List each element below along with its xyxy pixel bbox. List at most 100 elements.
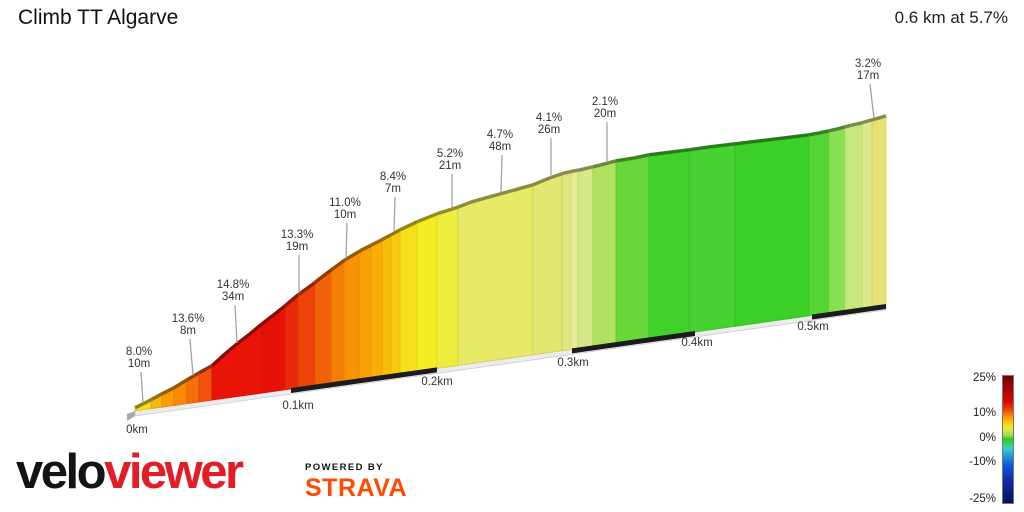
gradient-label-percent: 4.7% [487,129,513,141]
gradient-label-percent: 13.3% [281,229,314,241]
profile-ridge-segment [343,250,360,262]
gradient-label-length: 21m [439,160,461,172]
x-axis-tick-label: 0.2km [421,376,452,388]
profile-strip [297,282,316,389]
profile-strip [592,161,617,347]
gradient-label-leader-line [345,222,348,259]
veloviewer-logo-velo: velo [16,445,107,499]
profile-ridge-segment [688,142,736,152]
profile-strip [532,174,563,356]
profile-ridge-segment [150,392,163,402]
gradient-label-leader-line [500,154,503,193]
legend-scale-label: 10% [972,407,996,419]
gradient-label-leader-line [869,83,875,119]
strava-logo: STRAVA [305,474,408,502]
profile-ridge-segment [260,304,287,326]
strava-attribution[interactable]: POWERED BY STRAVA [305,462,407,503]
profile-strip [314,270,332,387]
profile-ridge-segment [416,212,438,224]
baseline-dash [291,367,437,393]
legend-scale-label: 25% [972,372,996,384]
profile-ridge-segment [358,243,372,254]
powered-by-label: POWERED BY [305,462,384,473]
gradient-label-leader-line [393,196,396,233]
x-axis-tick-label: 0.4km [681,337,712,349]
profile-strip [561,172,572,352]
profile-ridge-segment [210,322,264,368]
profile-strip [861,120,873,309]
profile-strip [615,155,650,344]
gradient-label-percent: 8.4% [380,171,406,183]
profile-strip [648,150,690,339]
profile-ridge-segment [532,172,563,187]
profile-ridge-segment [861,118,873,125]
profile-ridge-segment [329,259,346,272]
profile-ridge-segment [134,398,152,410]
gradient-label-leader-line [189,338,194,376]
veloviewer-logo[interactable]: veloviewer [16,445,244,499]
legend-scale-label: -25% [969,493,996,505]
gradient-label-percent: 3.2% [855,58,881,70]
profile-ridge-segment [283,293,300,308]
profile-ridge-segment [313,268,333,284]
profile-strip [457,185,534,366]
profile-strip [284,295,299,391]
profile-strip [370,240,383,379]
profile-ridge-segment [381,233,392,242]
profile-ridge-segment [297,281,317,297]
profile-ridge-segment [844,121,863,129]
profile-strip [343,252,360,382]
profile-strip [688,144,736,334]
profile-ridge-segment [828,125,846,133]
baseline-dash [812,304,886,320]
profile-strip [871,116,887,308]
x-axis-tick-label: 0.1km [282,400,313,412]
profile-ridge-segment [370,238,383,247]
profile-ridge-segment [173,378,188,390]
profile-ridge [134,114,887,410]
profile-strip [390,230,401,376]
profile-ridge-segment [457,183,534,209]
gradient-label-percent: 14.8% [217,279,250,291]
profile-ridge-segment [561,169,572,176]
profile-ridge-segment [577,165,594,172]
profile-strip [330,260,345,384]
gradient-label-length: 48m [489,141,511,153]
profile-strip [399,222,418,375]
gradient-label-percent: 8.0% [126,346,152,358]
gradient-label-percent: 13.6% [172,313,205,325]
baseline-tip-cap [127,411,135,421]
page-title: Climb TT Algarve [18,6,179,29]
profile-strip [381,235,392,377]
x-axis-tick-label: 0km [126,424,148,436]
gradient-label-percent: 4.1% [536,112,562,124]
x-axis-ticks: 0km 0.1km 0.2km 0.3km 0.4km 0.5km [126,321,829,436]
gradient-legend-bar [1002,375,1014,504]
gradient-label-leader-line [140,371,144,404]
gradient-label-percent: 5.2% [437,148,463,160]
baseline-dash [572,330,695,354]
profile-strip [734,135,810,327]
profile-ridge-segment [390,228,401,237]
gradient-label-length: 20m [594,108,616,120]
gradient-label-length: 10m [128,358,150,370]
x-axis-tick-label: 0.3km [557,357,588,369]
profile-strips [134,116,887,412]
x-axis-tick-label: 0.5km [797,321,828,333]
gradient-label-length: 26m [538,124,560,136]
profile-ridge-segment [161,386,175,396]
profile-ridge-segment [198,364,213,375]
profile-ridge-segment [399,220,418,232]
profile-ridge-segment [186,371,200,382]
profile-strip [358,245,372,380]
profile-ridge-segment [808,129,830,137]
profile-strip [416,214,438,372]
gradient-label-length: 17m [857,70,879,82]
legend-scale-label: -10% [969,456,996,468]
baseline-dashes [291,304,886,393]
profile-ridge-segment [871,114,887,122]
profile-strip [436,207,459,369]
profile-ridge-segment [615,153,650,163]
